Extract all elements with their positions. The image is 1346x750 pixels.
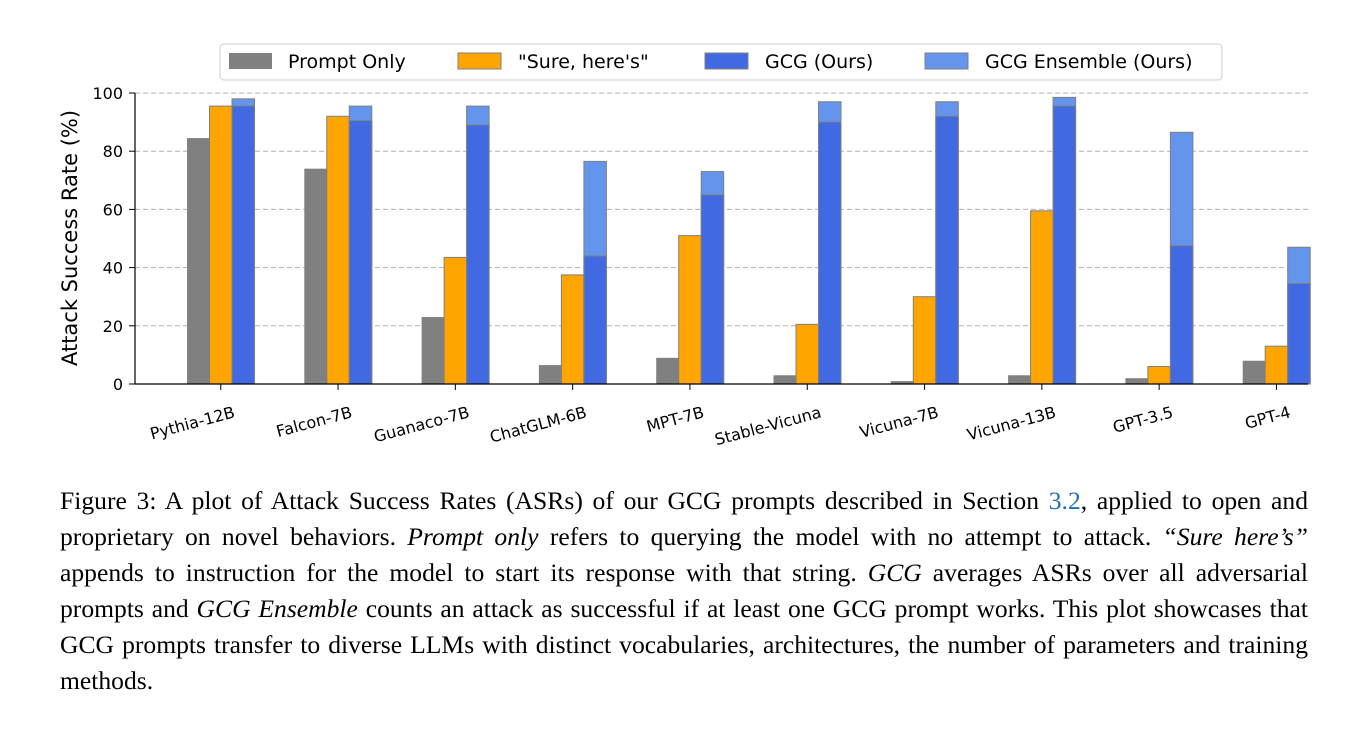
legend-swatch-sure-here-s [457,52,502,70]
y-tick-label: 40 [103,259,123,278]
bar-gcg [700,194,725,385]
bar-gcg [583,255,607,385]
bar-prompt-only [538,365,562,384]
legend-label-prompt-only: Prompt Only [288,51,406,73]
x-tick-label-gpt-4: GPT-4 [1243,403,1293,433]
bar-group-gpt-4 [1242,246,1311,385]
axes [134,93,1308,385]
bar-sure-heres [678,235,702,385]
caption-text-5: averages ASRs over all adversarial promp… [60,558,1308,623]
legend-swatch-gcg-ensemble-ours [924,52,969,70]
bar-group-gpt-3-5 [1125,131,1194,385]
bar-sure-heres [209,105,233,385]
legend-label-gcg-ours: GCG (Ours) [765,51,873,73]
caption-text-6: counts an attack as successful if at lea… [60,594,1308,695]
bars [187,96,1311,385]
x-tick-label-mpt-7b: MPT-7B [644,403,706,437]
bar-prompt-only [1125,378,1148,384]
bar-gcg [466,124,490,385]
bar-prompt-only [656,357,679,384]
caption-emphasis-gcg-ensemble: GCG Ensemble [196,594,358,623]
y-tick-label: 100 [92,84,123,103]
bar-group-chatglm-6b [538,160,607,385]
figure-caption: Figure 3: A plot of Attack Success Rates… [60,483,1308,699]
legend-label-sure-here-s: "Sure, here's" [518,51,649,73]
legend-swatch-gcg-ours [704,52,749,70]
x-tick-label-pythia-12b: Pythia-12B [148,403,237,444]
caption-text-4: appends to instruction for the model to … [60,558,868,587]
y-tick-label: 60 [103,200,123,219]
bar-group-falcon-7b [304,105,373,385]
caption-text-1: A plot of Attack Success Rates (ASRs) of… [156,486,1049,515]
x-ticks: Pythia-12B Falcon-7B Guanaco-7B ChatGLM-6B M… [148,384,1293,450]
legend: Prompt Only "Sure, here's" GCG (Ours) GCG E… [219,43,1223,81]
bar-gcg [1169,245,1194,385]
bar-sure-heres [795,323,819,385]
section-reference-link[interactable]: 3.2 [1048,486,1081,515]
figure-label: Figure 3: [60,486,157,515]
bar-group-vicuna-13b [1008,96,1077,385]
x-tick-label-guanaco-7b: Guanaco-7B [372,403,472,447]
caption-text-2: , applied to open and proprietary on nov… [60,486,1308,551]
y-tick-label: 20 [103,317,123,336]
bar-group-vicuna-7b [890,101,959,385]
x-tick-label-vicuna-7b: Vicuna-7B [858,403,941,442]
bar-prompt-only [304,168,327,384]
bar-sure-heres [560,274,585,385]
y-ticks: 0 20 40 60 80 100 [92,84,135,394]
bar-group-mpt-7b [656,171,725,385]
bar-chart: 0 20 40 60 80 100 Pythia-12B Falcon-7B Guanaco-… [58,43,1311,450]
bar-prompt-only [421,317,445,384]
legend-swatch-prompt-only [229,53,272,69]
bar-sure-heres [912,296,937,385]
bar-gcg [231,105,255,385]
bar-prompt-only [187,138,210,384]
bar-sure-heres [443,256,468,385]
bar-gcg [1052,105,1077,385]
bar-sure-heres [1147,366,1171,385]
caption-emphasis-sure-heres: “Sure here’s” [1162,522,1308,551]
caption-text-3: refers to querying the model with no att… [538,522,1163,551]
bar-group-stable-vicuna [773,101,842,385]
bar-prompt-only [1008,375,1031,384]
legend-label-gcg-ensemble-ours: GCG Ensemble (Ours) [985,51,1193,73]
bar-group-guanaco-7b [421,105,490,385]
x-tick-label-chatglm-6b: ChatGLM-6B [488,403,589,447]
bar-group-pythia-12b [187,98,255,385]
bar-gcg [935,115,959,385]
bar-gcg [348,120,373,385]
x-tick-label-stable-vicuna: Stable-Vicuna [713,403,824,450]
bar-gcg [818,121,842,385]
x-tick-label-vicuna-13b: Vicuna-13B [965,403,1058,445]
y-tick-label: 0 [113,375,123,394]
y-tick-label: 80 [103,142,123,161]
bar-prompt-only [1242,360,1266,384]
bar-prompt-only [890,381,914,384]
bar-sure-heres [1264,345,1289,385]
caption-emphasis-prompt-only: Prompt only [407,522,539,551]
x-tick-label-gpt-3-5: GPT-3.5 [1111,403,1175,437]
bar-sure-heres [326,115,350,385]
bar-prompt-only [773,375,796,384]
x-tick-label-falcon-7b: Falcon-7B [274,403,354,441]
bar-sure-heres [1030,210,1054,385]
y-axis-title: Attack Success Rate (%) [58,110,82,366]
bar-gcg [1287,283,1311,385]
caption-emphasis-gcg: GCG [867,558,922,587]
